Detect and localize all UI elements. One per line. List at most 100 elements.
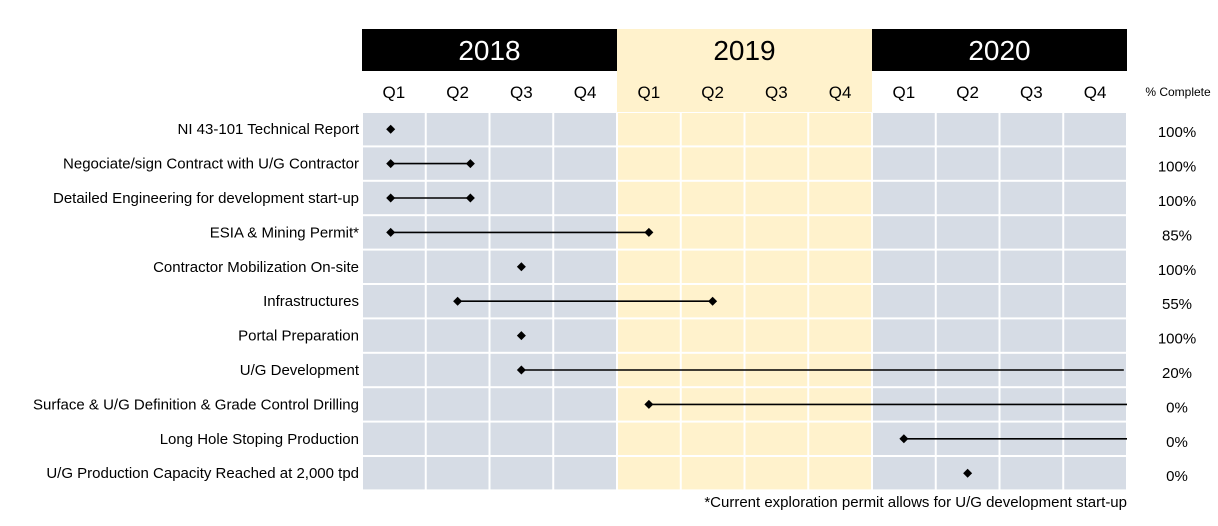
grid-cell bbox=[681, 422, 744, 455]
grid-cell bbox=[936, 216, 999, 249]
grid-cell bbox=[936, 250, 999, 283]
percent-complete-header: % Complete bbox=[1145, 85, 1211, 99]
grid-cell bbox=[1000, 113, 1063, 146]
quarter-label: Q1 bbox=[638, 83, 661, 102]
grid-cell bbox=[745, 181, 808, 215]
task-label: U/G Development bbox=[240, 362, 360, 379]
year-label: 2018 bbox=[458, 35, 520, 66]
quarter-label: Q2 bbox=[446, 83, 469, 102]
grid-cell bbox=[363, 285, 425, 318]
grid-cell bbox=[426, 388, 489, 421]
grid-cell bbox=[1064, 181, 1126, 215]
percent-complete-value: 100% bbox=[1158, 124, 1196, 141]
percent-complete-value: 85% bbox=[1162, 227, 1192, 244]
quarter-label: Q4 bbox=[1084, 83, 1107, 102]
grid-cell bbox=[873, 457, 935, 490]
grid-cell bbox=[681, 457, 744, 490]
grid-cell bbox=[490, 181, 553, 215]
grid-cell bbox=[873, 147, 935, 180]
grid-cell bbox=[618, 250, 680, 283]
grid-cell bbox=[809, 250, 871, 283]
grid-cell bbox=[681, 216, 744, 249]
grid-cell bbox=[363, 353, 425, 387]
task-label: Long Hole Stoping Production bbox=[160, 431, 359, 448]
grid-cell bbox=[1000, 216, 1063, 249]
grid-cell bbox=[618, 457, 680, 490]
percent-complete-value: 100% bbox=[1158, 262, 1196, 279]
grid-cell bbox=[681, 113, 744, 146]
percent-complete-value: 55% bbox=[1162, 296, 1192, 313]
milestone-diamond bbox=[516, 365, 526, 375]
grid-cell bbox=[809, 319, 871, 352]
grid-cell bbox=[1064, 319, 1126, 352]
quarter-label: Q3 bbox=[765, 83, 788, 102]
quarter-labels: Q1 Q2 Q3 Q4 Q1 Q2 Q3 Q4 Q1 Q2 Q3 Q4 bbox=[383, 83, 1107, 102]
milestone-diamond bbox=[386, 193, 396, 203]
task-label: NI 43-101 Technical Report bbox=[178, 121, 360, 138]
grid-cell bbox=[681, 250, 744, 283]
grid-cell bbox=[936, 181, 999, 215]
year-label: 2020 bbox=[968, 35, 1030, 66]
footnote: *Current exploration permit allows for U… bbox=[704, 494, 1127, 511]
grid-cell bbox=[1000, 319, 1063, 352]
grid-cell bbox=[1064, 457, 1126, 490]
quarter-label: Q4 bbox=[574, 83, 597, 102]
grid-cell bbox=[618, 319, 680, 352]
grid-cell bbox=[745, 422, 808, 455]
grid-cell bbox=[554, 250, 616, 283]
grid-cell bbox=[426, 319, 489, 352]
grid-cell bbox=[745, 250, 808, 283]
grid-cell bbox=[618, 113, 680, 146]
quarter-label: Q3 bbox=[510, 83, 533, 102]
grid-cell bbox=[490, 422, 553, 455]
grid-cell bbox=[426, 250, 489, 283]
grid-cell bbox=[426, 353, 489, 387]
milestone-diamond bbox=[963, 468, 973, 478]
quarter-label: Q1 bbox=[893, 83, 916, 102]
grid-cell bbox=[809, 181, 871, 215]
grid-cell bbox=[1000, 457, 1063, 490]
grid-cell bbox=[681, 181, 744, 215]
percent-complete-value: 100% bbox=[1158, 331, 1196, 348]
milestone-diamond bbox=[516, 262, 526, 272]
year-header-box bbox=[872, 29, 1127, 71]
percent-complete-value: 100% bbox=[1158, 159, 1196, 176]
grid-cell bbox=[1064, 250, 1126, 283]
grid-cell bbox=[490, 457, 553, 490]
grid-cell bbox=[1000, 181, 1063, 215]
milestone-diamond bbox=[465, 193, 475, 203]
grid-cell bbox=[1064, 113, 1126, 146]
grid-cell bbox=[554, 319, 616, 352]
grid-cell bbox=[1000, 250, 1063, 283]
grid-cell bbox=[936, 113, 999, 146]
grid-cell bbox=[809, 113, 871, 146]
grid-cell bbox=[618, 147, 680, 180]
grid-cell bbox=[554, 113, 616, 146]
grid-cell bbox=[490, 388, 553, 421]
grid-cells bbox=[363, 113, 1126, 490]
task-label: Detailed Engineering for development sta… bbox=[53, 190, 359, 207]
grid-cell bbox=[873, 285, 935, 318]
grid-cell bbox=[363, 319, 425, 352]
milestone-diamond bbox=[386, 159, 396, 169]
task-labels: NI 43-101 Technical Report Negociate/sign… bbox=[33, 121, 360, 482]
grid-cell bbox=[554, 147, 616, 180]
grid-cell bbox=[363, 388, 425, 421]
milestone-diamond bbox=[386, 124, 396, 134]
grid-cell bbox=[618, 181, 680, 215]
grid-cell bbox=[426, 457, 489, 490]
grid-cell bbox=[426, 113, 489, 146]
task-label: Negociate/sign Contract with U/G Contrac… bbox=[63, 156, 359, 173]
grid-cell bbox=[936, 147, 999, 180]
grid-cell bbox=[745, 457, 808, 490]
milestone-diamond bbox=[516, 331, 526, 341]
grid-cell bbox=[873, 250, 935, 283]
year-header-box bbox=[362, 29, 617, 71]
milestone-diamond bbox=[899, 434, 909, 444]
task-label: Infrastructures bbox=[263, 293, 359, 310]
grid-cell bbox=[745, 147, 808, 180]
task-label: Contractor Mobilization On-site bbox=[153, 259, 359, 276]
grid-cell bbox=[873, 113, 935, 146]
year-label: 2019 bbox=[713, 35, 775, 66]
grid-cell bbox=[1000, 285, 1063, 318]
